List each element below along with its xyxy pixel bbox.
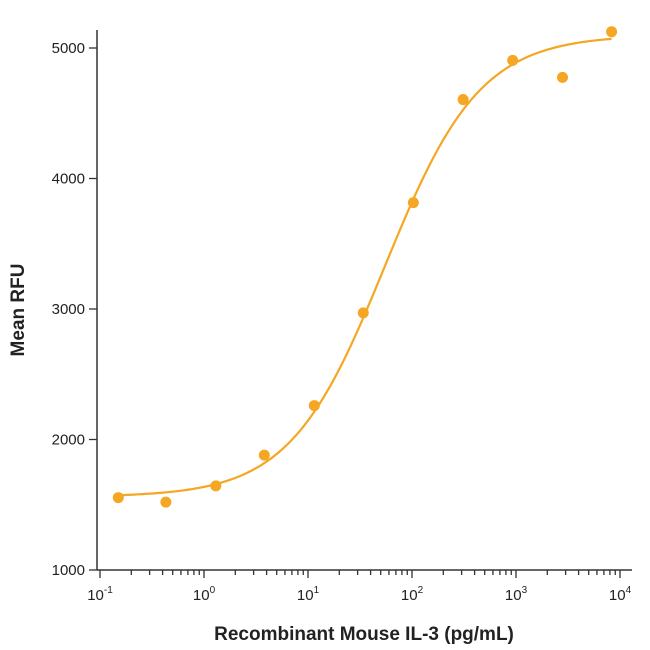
data-point	[357, 307, 369, 319]
x-tick-label: 102	[401, 585, 424, 604]
y-tick-label: 5000	[52, 40, 85, 57]
x-axis-title: Recombinant Mouse IL-3 (pg/mL)	[214, 624, 514, 645]
x-tick-label: 10-1	[87, 585, 113, 604]
data-point	[557, 71, 568, 83]
x-tick-base: 10	[609, 587, 626, 604]
x-tick-label: 100	[193, 585, 216, 604]
x-tick-exponent: 0	[210, 585, 216, 596]
data-point	[210, 480, 222, 492]
y-tick-label: 4000	[52, 171, 85, 188]
x-tick-base: 10	[297, 587, 314, 604]
x-tick-label: 101	[297, 585, 320, 604]
x-tick-label: 103	[505, 585, 528, 604]
x-tick-exponent: -1	[104, 585, 113, 596]
x-tick-exponent: 3	[522, 585, 528, 596]
x-tick-base: 10	[193, 587, 210, 604]
y-tick-label: 1000	[52, 562, 85, 579]
y-ticks: 1000 2000 3000 4000 5000	[52, 40, 97, 579]
x-ticks: 10-1 100 101 102 103 104	[87, 570, 632, 604]
y-axis-title: Mean RFU	[8, 264, 29, 357]
plot-area	[96, 30, 632, 571]
data-point	[308, 400, 320, 412]
data-points	[112, 26, 618, 508]
x-tick-exponent: 1	[314, 585, 320, 596]
x-tick-base: 10	[505, 587, 522, 604]
x-tick-label: 104	[609, 585, 632, 604]
data-point	[112, 492, 124, 504]
data-point	[457, 94, 469, 106]
fit-curve	[118, 37, 612, 497]
y-tick-label: 2000	[52, 432, 85, 449]
y-tick-label: 3000	[52, 301, 85, 318]
data-point	[606, 26, 618, 38]
data-point	[407, 197, 419, 209]
x-tick-base: 10	[87, 587, 104, 604]
x-tick-exponent: 2	[418, 585, 424, 596]
x-tick-exponent: 4	[626, 585, 632, 596]
data-point	[507, 54, 519, 66]
data-point	[160, 496, 172, 508]
x-tick-base: 10	[401, 587, 418, 604]
data-point	[258, 449, 270, 461]
